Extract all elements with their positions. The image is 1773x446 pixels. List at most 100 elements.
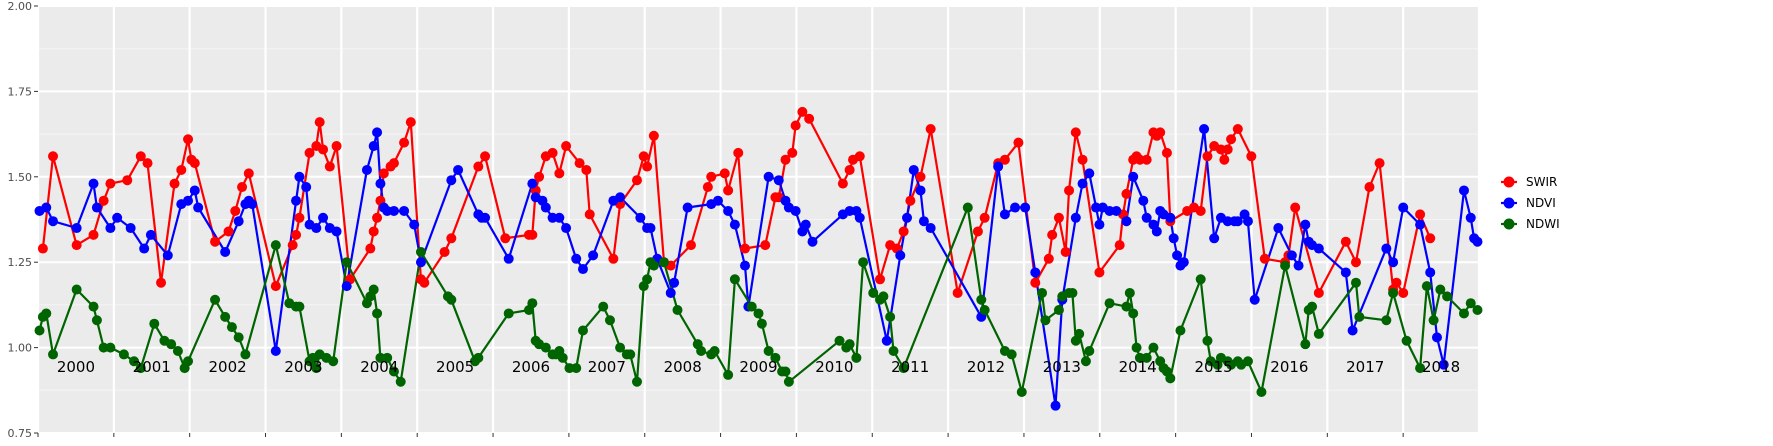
point-ndvi (125, 223, 136, 234)
point-ndvi (1347, 325, 1358, 336)
point-ndwi (1307, 301, 1318, 312)
year-label: 2013 (1043, 358, 1081, 376)
point-ndvi (918, 216, 929, 227)
point-ndwi (446, 294, 457, 305)
point-swir (1077, 154, 1088, 165)
point-ndvi (712, 195, 723, 206)
point-ndvi (1340, 267, 1351, 278)
point-ndvi (881, 335, 892, 346)
point-ndwi (395, 376, 406, 387)
point-swir (787, 147, 798, 158)
point-swir (1202, 151, 1213, 162)
point-ndvi (48, 216, 59, 227)
point-ndvi (112, 212, 123, 223)
point-ndwi (71, 284, 82, 295)
point-ndwi (868, 287, 879, 298)
year-label: 2009 (739, 358, 777, 376)
point-swir (685, 240, 696, 251)
point-swir (1094, 267, 1105, 278)
point-ndvi (993, 161, 1004, 172)
point-ndvi (162, 250, 173, 261)
point-swir (1114, 240, 1125, 251)
point-ndvi (399, 205, 410, 216)
point-swir (365, 243, 376, 254)
point-ndwi (1381, 315, 1392, 326)
year-label: 2007 (588, 358, 626, 376)
point-swir (574, 158, 585, 169)
point-ndwi (723, 369, 734, 380)
point-ndvi (1151, 226, 1162, 237)
point-ndwi (1084, 346, 1095, 357)
point-ndwi (1280, 260, 1291, 271)
point-swir (952, 287, 963, 298)
series-layer (34, 106, 1483, 411)
point-swir (243, 168, 254, 179)
point-swir (547, 147, 558, 158)
point-swir (331, 141, 342, 152)
point-ndvi (1128, 171, 1139, 182)
point-swir (135, 151, 146, 162)
point-swir (372, 212, 383, 223)
point-ndvi (1415, 219, 1426, 230)
point-swir (915, 171, 926, 182)
point-swir (1374, 158, 1385, 169)
point-ndwi (527, 298, 538, 309)
point-swir (1340, 236, 1351, 247)
point-ndvi (1178, 257, 1189, 268)
point-ndvi (615, 192, 626, 203)
point-ndvi (409, 219, 420, 230)
point-swir (270, 281, 281, 292)
point-ndwi (1131, 342, 1142, 353)
point-ndvi (1286, 250, 1297, 261)
point-ndwi (577, 325, 588, 336)
point-swir (1415, 209, 1426, 220)
point-swir (1064, 185, 1075, 196)
point-ndvi (723, 205, 734, 216)
point-ndvi (1020, 202, 1031, 213)
y-tick-label: 1.25 (8, 256, 33, 269)
point-swir (105, 178, 116, 189)
point-ndwi (756, 318, 767, 329)
point-swir (1350, 257, 1361, 268)
point-swir (719, 168, 730, 179)
point-ndvi (561, 223, 572, 234)
point-ndwi (1124, 287, 1135, 298)
point-swir (1141, 154, 1152, 165)
point-swir (230, 205, 241, 216)
point-ndwi (642, 274, 653, 285)
point-ndwi (1350, 277, 1361, 288)
point-ndwi (851, 352, 862, 363)
point-ndwi (1202, 335, 1213, 346)
point-ndvi (372, 127, 383, 138)
point-swir (875, 274, 886, 285)
legend: SWIR NDVI NDWI (1501, 175, 1560, 231)
point-ndwi (979, 305, 990, 316)
point-ndwi (1435, 284, 1446, 295)
point-swir (1195, 205, 1206, 216)
point-swir (527, 229, 538, 240)
point-swir (638, 151, 649, 162)
point-ndvi (540, 202, 551, 213)
point-ndwi (729, 274, 740, 285)
point-swir (1013, 137, 1024, 148)
point-ndwi (962, 202, 973, 213)
point-swir (169, 178, 180, 189)
point-ndwi (240, 349, 251, 360)
point-swir (368, 226, 379, 237)
point-swir (844, 164, 855, 175)
point-ndwi (878, 291, 889, 302)
point-ndvi (1232, 216, 1243, 227)
point-swir (631, 175, 642, 186)
point-ndvi (1458, 185, 1469, 196)
point-swir (189, 158, 200, 169)
point-ndwi (210, 294, 221, 305)
year-labels: 2000 2001 2002 2003 2004 2005 2006 2007 2008 2009… (57, 358, 1460, 376)
point-swir (790, 120, 801, 131)
point-ndwi (1442, 291, 1453, 302)
point-ndwi (372, 308, 383, 319)
point-ndvi (1293, 260, 1304, 271)
point-swir (318, 144, 329, 155)
point-swir (854, 151, 865, 162)
point-ndvi (729, 219, 740, 230)
